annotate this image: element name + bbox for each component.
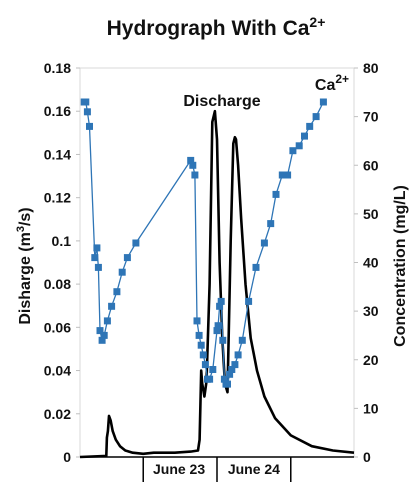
calcium-point	[295, 142, 303, 150]
calcium-point	[91, 254, 99, 262]
calcium-point	[312, 113, 320, 121]
calcium-point	[93, 244, 101, 252]
right-tick-label: 20	[363, 352, 379, 368]
right-tick-label: 70	[363, 109, 379, 125]
calcium-point	[189, 161, 197, 169]
calcium-point	[226, 370, 234, 378]
calcium-point	[187, 156, 195, 164]
calcium-point	[278, 171, 286, 179]
calcium-point	[96, 327, 104, 335]
calcium-point	[98, 336, 106, 344]
calcium-point	[100, 331, 108, 339]
left-tick-label: 0.08	[44, 276, 71, 292]
chart-title-superscript: 2+	[309, 14, 325, 30]
calcium-point	[191, 171, 199, 179]
calcium-annotation-main: Ca	[315, 77, 336, 94]
calcium-point	[83, 108, 91, 116]
chart-title-main: Hydrograph With Ca	[107, 17, 310, 40]
calcium-annotation: Ca2+	[315, 72, 349, 94]
left-axis-label-main: Disharge (m	[17, 232, 34, 324]
chart-title: Hydrograph With Ca2+	[107, 14, 326, 40]
calcium-point	[252, 263, 260, 271]
discharge-line	[79, 109, 355, 459]
right-tick-label: 10	[363, 400, 379, 416]
left-tick-label: 0.1	[52, 233, 72, 249]
calcium-point	[132, 239, 140, 247]
calcium-annotation-superscript: 2+	[335, 72, 349, 86]
left-tick-label: 0.18	[44, 60, 71, 76]
calcium-point	[306, 122, 314, 130]
calcium-point	[214, 322, 222, 330]
left-tick-label: 0.12	[44, 190, 71, 206]
calcium-point	[94, 263, 102, 271]
calcium-point	[195, 331, 203, 339]
left-tick-label: 0.16	[44, 103, 71, 119]
calcium-point	[201, 361, 209, 369]
calcium-point	[220, 375, 228, 383]
calcium-point	[213, 327, 221, 335]
calcium-point	[267, 220, 275, 228]
calcium-point	[234, 351, 242, 359]
left-tick-label: 0.06	[44, 319, 71, 335]
calcium-series	[80, 98, 327, 388]
discharge-series	[79, 109, 355, 459]
right-tick-label: 0	[363, 449, 371, 465]
calcium-point	[86, 122, 93, 130]
calcium-point	[199, 351, 207, 359]
calcium-point	[289, 147, 297, 155]
calcium-point	[206, 375, 214, 383]
discharge-annotation: Discharge	[183, 93, 260, 110]
left-axis-label: Disharge (m3/s)	[15, 207, 34, 324]
right-tick-label: 40	[363, 255, 379, 271]
calcium-point	[103, 317, 111, 325]
calcium-point	[228, 366, 236, 373]
calcium-point	[219, 336, 227, 344]
left-axis-label-end: /s)	[17, 207, 34, 226]
calcium-point	[123, 254, 131, 262]
calcium-point	[197, 341, 205, 349]
right-tick-label: 50	[363, 206, 379, 222]
calcium-point	[284, 171, 292, 179]
calcium-point	[217, 297, 225, 305]
left-axis-label-superscript: 3	[15, 226, 27, 232]
calcium-point	[216, 302, 224, 310]
calcium-point	[260, 239, 268, 247]
calcium-point	[319, 98, 327, 106]
date-label: June 24	[228, 461, 280, 477]
calcium-point	[113, 288, 121, 296]
calcium-point	[238, 336, 246, 344]
calcium-point	[82, 98, 90, 106]
right-tick-label: 80	[363, 60, 379, 76]
calcium-point	[245, 297, 253, 305]
calcium-point	[108, 302, 116, 310]
calcium-point	[118, 268, 126, 276]
calcium-point	[301, 132, 308, 140]
left-tick-label: 0.02	[44, 406, 71, 422]
left-tick-label: 0.04	[44, 363, 71, 379]
calcium-point	[272, 190, 280, 198]
axis-ticks: 0 0.02 0.04 0.06 0.08 0.1 0.12 0.14 0.16 0.18 0 10 2…	[44, 60, 379, 482]
calcium-point	[193, 317, 201, 325]
left-tick-label: 0.14	[44, 146, 71, 162]
right-tick-label: 60	[363, 157, 379, 173]
calcium-point	[231, 361, 239, 369]
right-tick-label: 30	[363, 303, 379, 319]
calcium-point	[224, 380, 231, 388]
calcium-point	[209, 366, 217, 373]
date-label: June 23	[153, 461, 205, 477]
left-tick-label: 0	[63, 449, 71, 465]
right-axis-label: Concentration (mg/L)	[392, 185, 409, 347]
